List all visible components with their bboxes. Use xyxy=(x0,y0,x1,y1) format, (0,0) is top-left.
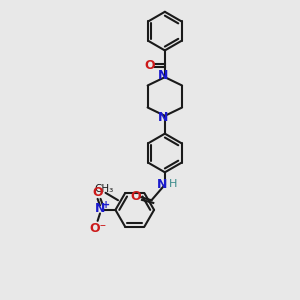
Text: CH₃: CH₃ xyxy=(94,184,114,194)
Text: O: O xyxy=(92,186,103,200)
Text: N: N xyxy=(95,202,105,215)
Text: +: + xyxy=(102,200,110,210)
Text: O: O xyxy=(131,190,141,202)
Text: N: N xyxy=(158,111,169,124)
Text: O⁻: O⁻ xyxy=(89,222,106,235)
Text: H: H xyxy=(169,179,177,189)
Text: N: N xyxy=(157,178,168,191)
Text: O: O xyxy=(144,59,155,72)
Text: N: N xyxy=(158,69,169,82)
